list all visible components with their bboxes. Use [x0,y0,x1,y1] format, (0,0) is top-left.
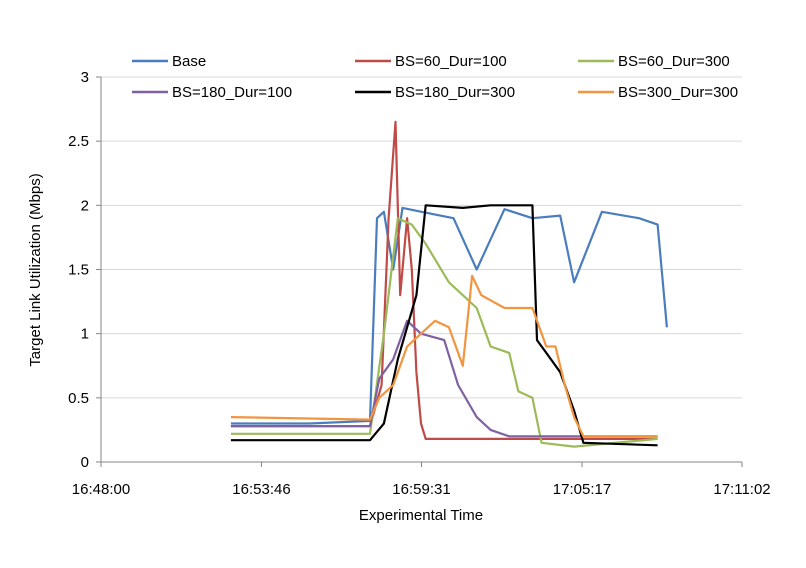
x-tick-labels: 16:48:00 16:53:46 16:59:31 17:05:17 17:11:02 [72,462,771,498]
legend-label: BS=300_Dur=300 [618,84,738,101]
x-tick-label: 17:11:02 [713,481,770,498]
series-line-5 [230,274,658,438]
y-tick-label: 1 [81,326,89,343]
y-tick-label: 0 [81,454,89,471]
series-lines [230,120,668,448]
series-line-0 [230,206,668,425]
y-axis-title: Target Link Utilization (Mbps) [27,173,44,366]
y-tick-label: 3 [81,69,89,86]
x-tick-label: 16:48:00 [72,481,130,498]
y-tick-label: 0.5 [68,390,89,407]
y-tick-label: 2.5 [68,133,89,150]
series-line-3 [230,319,658,438]
x-tick-label: 17:05:17 [553,481,611,498]
y-tick-label: 2 [81,197,89,214]
legend-label: BS=60_Dur=100 [395,53,507,70]
legend-label: Base [172,53,206,70]
series-line-1 [230,120,658,440]
legend: Base BS=60_Dur=100 BS=60_Dur=300 BS=180_Dur… [132,53,738,101]
y-tick-labels: 0 0.5 1 1.5 2 2.5 3 [68,69,101,471]
legend-label: BS=180_Dur=300 [395,84,515,101]
legend-label: BS=180_Dur=100 [172,84,292,101]
grid-lines [101,76,742,399]
x-axis-title: Experimental Time [359,507,483,524]
x-tick-label: 16:59:31 [392,481,450,498]
series-line-2 [230,217,658,448]
y-tick-label: 1.5 [68,262,89,279]
x-tick-label: 16:53:46 [232,481,290,498]
legend-label: BS=60_Dur=300 [618,53,730,70]
